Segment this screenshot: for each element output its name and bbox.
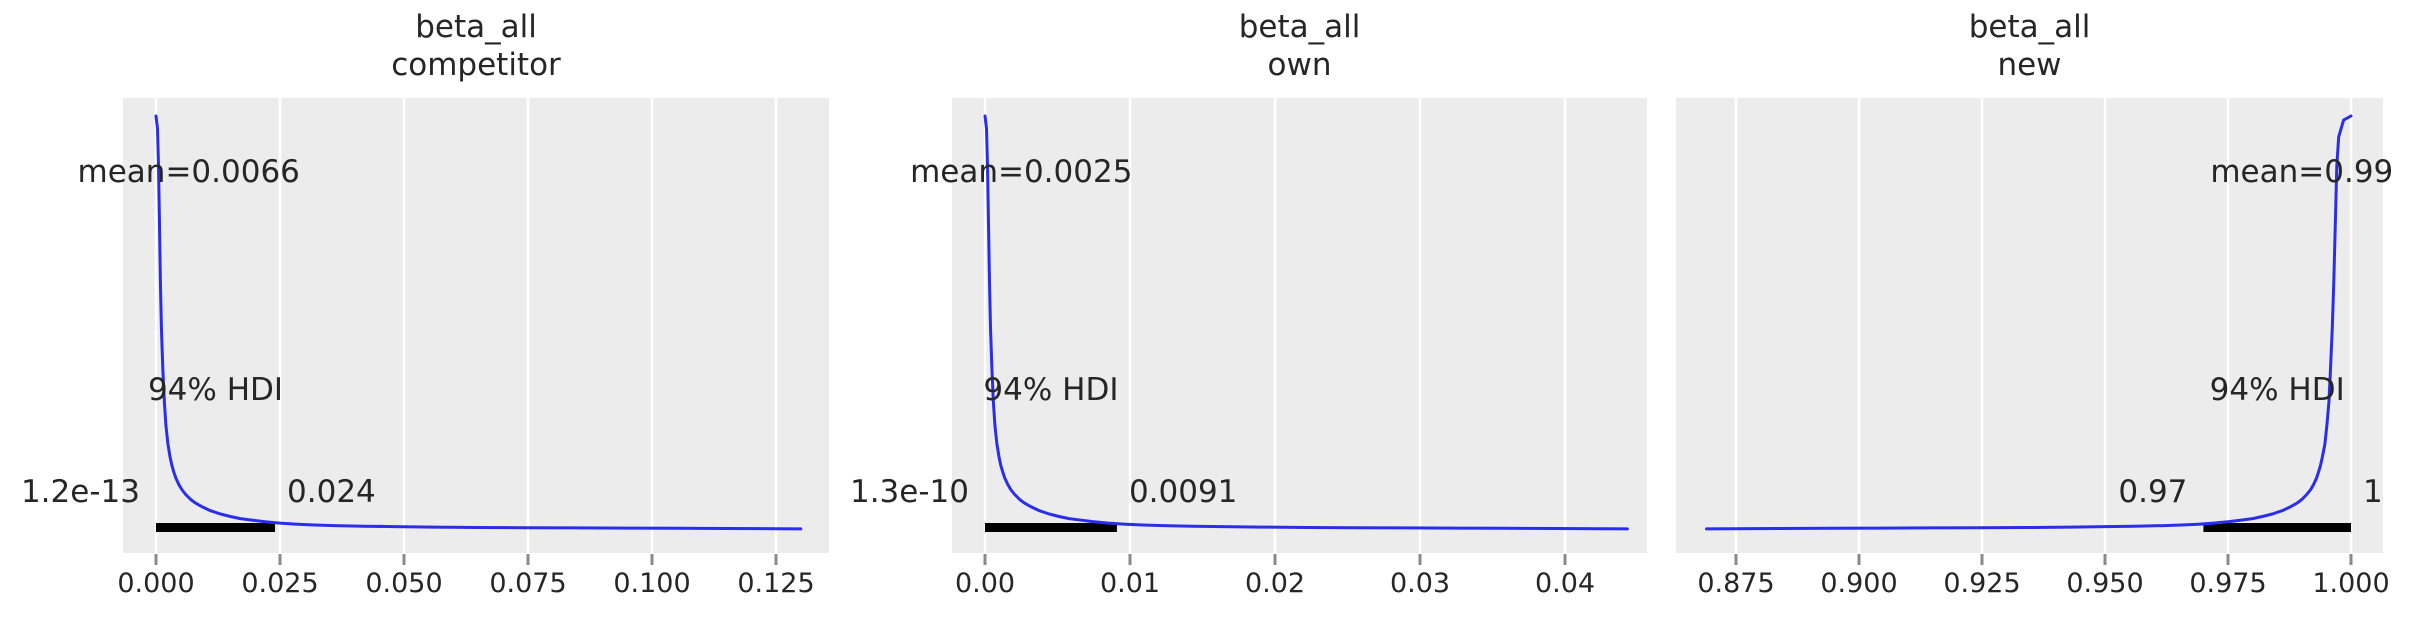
x-tick-label: 0.050 [365,568,443,599]
x-tick-mark [983,554,987,565]
hdi-upper-value: 0.024 [287,474,376,510]
x-tick-mark [1980,554,1984,565]
title-varname: beta_all [415,9,537,45]
hdi-label: 94% HDI [2209,372,2345,408]
x-tick-mark [1273,554,1277,565]
hdi-lower-value: 1.3e-10 [849,474,969,510]
x-tick-label: 0.950 [2066,568,2144,599]
x-tick-label: 0.000 [117,568,195,599]
kde-canvas [154,98,803,553]
x-tick-mark [1418,554,1422,565]
hdi-bar [985,523,1117,532]
x-tick-label: 0.875 [1697,568,1775,599]
x-tick-label: 0.125 [737,568,815,599]
x-tick-mark [1857,554,1861,565]
title-dimension: own [1267,47,1332,83]
x-tick-label: 0.04 [1534,568,1596,599]
plot-area-competitor [123,98,829,553]
panel-title-own: beta_all own [1239,8,1361,84]
mean-annotation: mean=0.99 [2210,154,2394,190]
x-tick-label: 0.900 [1820,568,1898,599]
x-tick-label: 0.025 [241,568,319,599]
mean-annotation: mean=0.0066 [77,154,300,190]
hdi-upper-value: 1 [2363,474,2383,510]
title-dimension: competitor [391,47,561,83]
x-tick-label: 0.01 [1099,568,1161,599]
x-tick-mark [278,554,282,565]
x-tick-mark [2349,554,2353,565]
plot-area-new [1676,98,2383,553]
hdi-bar [2203,523,2352,532]
x-tick-label: 0.00 [954,568,1016,599]
x-tick-mark [1563,554,1567,565]
x-tick-mark [1734,554,1738,565]
hdi-label: 94% HDI [983,372,1119,408]
plot-area-own [952,98,1647,553]
x-tick-label: 0.02 [1244,568,1306,599]
mean-annotation: mean=0.0025 [910,154,1133,190]
title-varname: beta_all [1968,9,2091,45]
hdi-bar [155,523,276,532]
x-tick-label: 0.100 [613,568,691,599]
kde-canvas [1705,98,2353,553]
x-tick-mark [526,554,530,565]
density-curve [1705,114,2353,531]
x-tick-label: 0.075 [489,568,567,599]
x-tick-mark [2103,554,2107,565]
hdi-lower-value: 1.2e-13 [20,474,140,510]
hdi-upper-value: 0.0091 [1128,474,1238,510]
title-varname: beta_all [1238,9,1361,45]
x-tick-mark [774,554,778,565]
x-tick-mark [2226,554,2230,565]
density-curve [154,114,803,531]
x-tick-label: 1.000 [2312,568,2390,599]
x-tick-label: 0.925 [1943,568,2021,599]
x-tick-mark [154,554,158,565]
x-tick-mark [402,554,406,565]
density-curve [983,114,1629,531]
x-tick-mark [650,554,654,565]
hdi-label: 94% HDI [147,372,284,408]
panel-title-new: beta_all new [1969,8,2091,84]
title-dimension: new [1997,47,2062,83]
kde-canvas [983,98,1629,553]
x-tick-label: 0.975 [2189,568,2267,599]
x-tick-mark [1128,554,1132,565]
x-tick-label: 0.03 [1389,568,1451,599]
panel-title-competitor: beta_all competitor [391,8,561,84]
hdi-lower-value: 0.97 [2118,474,2188,510]
